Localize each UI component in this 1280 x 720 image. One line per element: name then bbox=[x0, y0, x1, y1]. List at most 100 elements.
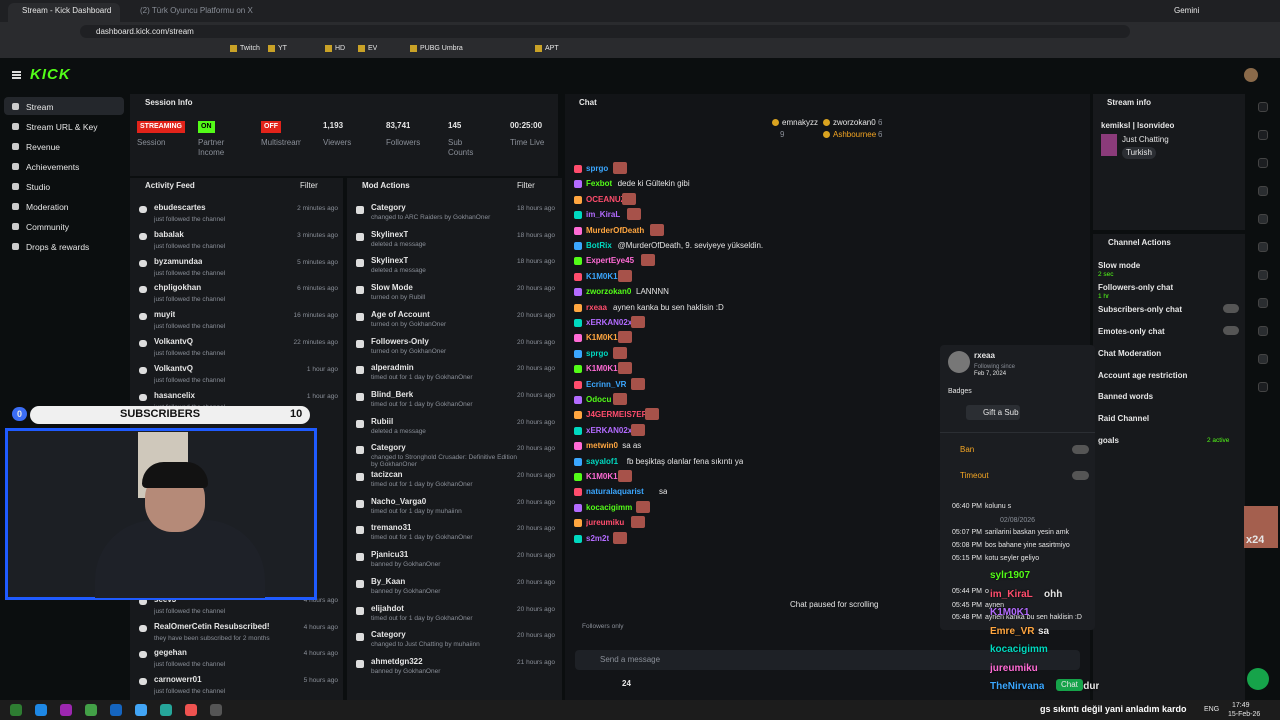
action-name[interactable]: Emotes-only chat bbox=[1098, 326, 1165, 336]
timeout-label[interactable]: Timeout bbox=[960, 471, 989, 480]
chat-username[interactable]: rxeaa bbox=[586, 302, 607, 312]
chat-username[interactable]: J4GERMEIS7ER bbox=[586, 410, 648, 420]
filter-button[interactable]: Filter bbox=[517, 181, 535, 190]
follower-action: they have been subscribed for 2 months bbox=[154, 634, 270, 642]
chat-username[interactable]: sayalof1 bbox=[586, 456, 619, 466]
bookmark[interactable]: APT bbox=[545, 45, 559, 52]
card-name: rxeaa bbox=[974, 351, 995, 360]
action-name[interactable]: Account age restriction bbox=[1098, 370, 1188, 380]
tab-title[interactable]: (2) Türk Oyuncu Platformu on X bbox=[140, 6, 253, 15]
tool-icon bbox=[1258, 130, 1268, 140]
chat-input-placeholder[interactable]: Send a message bbox=[600, 655, 661, 664]
chat-username[interactable]: sprgo bbox=[586, 164, 609, 173]
user-badge bbox=[574, 257, 582, 266]
tab-title[interactable]: Stream - Kick Dashboard bbox=[22, 6, 112, 15]
time-ago: 1 hour ago bbox=[306, 365, 338, 373]
panel-title: Chat bbox=[579, 98, 597, 107]
action-name[interactable]: Raid Channel bbox=[1098, 414, 1150, 424]
action-name[interactable]: Subscribers-only chat bbox=[1098, 304, 1183, 314]
sub-bar bbox=[30, 406, 310, 424]
bookmark[interactable]: PUBG Umbra bbox=[420, 45, 463, 52]
action-name[interactable]: Followers-only chat bbox=[1098, 282, 1174, 292]
tool-icon bbox=[1258, 298, 1268, 308]
chat-username[interactable]: K1M0K1 bbox=[586, 472, 618, 481]
heart-icon bbox=[139, 286, 147, 294]
follower-action: just followed the channel bbox=[154, 688, 226, 696]
action-title: SkylinexT bbox=[371, 256, 409, 266]
chat-username[interactable]: xERKAN02x bbox=[586, 318, 633, 327]
nav-item[interactable]: Moderation bbox=[26, 202, 69, 212]
following-label: Following since bbox=[974, 364, 1016, 370]
user-badge bbox=[574, 226, 582, 235]
chat-username[interactable]: im_KiraL bbox=[586, 210, 621, 220]
action-detail: turned on by GokhanOner bbox=[371, 320, 447, 328]
stat-label: Followers bbox=[386, 138, 421, 147]
chat-username[interactable]: K1M0K1 bbox=[586, 271, 618, 281]
nav-item[interactable]: Studio bbox=[26, 182, 51, 192]
taskbar-icon bbox=[35, 704, 47, 716]
chat-username[interactable]: jureumiku bbox=[586, 518, 625, 528]
bookmark[interactable]: HD bbox=[335, 45, 346, 52]
chat-username[interactable]: naturalaquarist bbox=[586, 487, 644, 497]
action-icon bbox=[356, 579, 364, 588]
follower-name: muyit bbox=[154, 310, 176, 320]
url-field bbox=[80, 25, 1130, 38]
chat-username[interactable]: sprgo bbox=[586, 348, 609, 358]
action-name[interactable]: goals bbox=[1098, 436, 1119, 446]
chat-username[interactable]: ExpertEye45 bbox=[586, 256, 635, 266]
chat-username[interactable]: kocacigimm bbox=[586, 502, 633, 512]
assistant-button[interactable]: Gemini bbox=[1174, 6, 1200, 15]
bookmark[interactable]: YT bbox=[278, 45, 287, 52]
chat-username[interactable]: MurderOfDeath bbox=[586, 225, 645, 235]
bookmark[interactable]: Twitch bbox=[240, 45, 260, 52]
chat-username[interactable]: Ecrinn_VR bbox=[586, 379, 627, 389]
chat-text: sa bbox=[659, 487, 668, 497]
bookmark[interactable]: EV bbox=[368, 45, 378, 52]
stat-value: 1,193 bbox=[323, 121, 344, 130]
action-icon bbox=[356, 312, 364, 321]
nav-item[interactable]: Stream bbox=[26, 102, 54, 112]
nav-item[interactable]: Community bbox=[26, 222, 69, 232]
chat-username[interactable]: metwin0 bbox=[586, 441, 619, 451]
taskbar-date: 15-Feb-26 bbox=[1228, 711, 1261, 718]
nav-item[interactable]: Achievements bbox=[26, 162, 80, 172]
emote bbox=[613, 346, 627, 359]
panel-title: Channel Actions bbox=[1108, 238, 1171, 247]
fab bbox=[1247, 668, 1269, 690]
nav-item[interactable]: Stream URL & Key bbox=[26, 122, 98, 132]
action-detail: turned on by Rubill bbox=[371, 294, 426, 302]
nav-item[interactable]: Drops & rewards bbox=[26, 242, 90, 252]
chat-username[interactable]: BotRix bbox=[586, 241, 612, 250]
tool-icon bbox=[1258, 102, 1268, 112]
chat-username[interactable]: OCEANUZ bbox=[586, 194, 626, 204]
overlay-user: Emre_VR bbox=[990, 625, 1035, 637]
chat-username[interactable]: s2m2t bbox=[586, 533, 610, 543]
action-icon bbox=[356, 339, 364, 348]
filter-button[interactable]: Filter bbox=[300, 181, 318, 190]
chat-username[interactable]: K1M0K1 bbox=[586, 364, 618, 374]
action-name[interactable]: Chat Moderation bbox=[1098, 348, 1162, 358]
chat-username[interactable]: xERKAN02x bbox=[586, 425, 633, 435]
ban-label[interactable]: Ban bbox=[960, 445, 975, 454]
chat-username[interactable]: Odocu bbox=[586, 395, 612, 404]
url[interactable]: dashboard.kick.com/stream bbox=[96, 27, 194, 36]
action-title: Age of Account bbox=[371, 309, 430, 319]
toggle bbox=[1223, 303, 1239, 313]
follower-name: hasancelix bbox=[154, 390, 195, 400]
time-ago: 1 hour ago bbox=[306, 392, 338, 400]
chat-username[interactable]: Fexbot bbox=[586, 179, 613, 189]
nav-item[interactable]: Revenue bbox=[26, 142, 61, 152]
chat-button[interactable]: Chat bbox=[1056, 679, 1083, 691]
card-avatar bbox=[948, 351, 970, 373]
user-badge bbox=[574, 272, 582, 281]
ticker: gs sıkıntı değil yani anladım kardo bbox=[1040, 704, 1187, 714]
action-name[interactable]: Banned words bbox=[1098, 392, 1154, 402]
chatter-badge bbox=[823, 131, 830, 138]
emote bbox=[613, 531, 627, 544]
chat-username[interactable]: zworzokan0 bbox=[586, 287, 632, 297]
user-badge bbox=[574, 242, 582, 250]
chat-username[interactable]: K1M0K1 bbox=[586, 333, 618, 343]
action-name[interactable]: Slow mode bbox=[1098, 261, 1141, 270]
gift-label[interactable]: Gift a Sub bbox=[983, 408, 1019, 417]
tab-bar bbox=[0, 0, 1280, 22]
